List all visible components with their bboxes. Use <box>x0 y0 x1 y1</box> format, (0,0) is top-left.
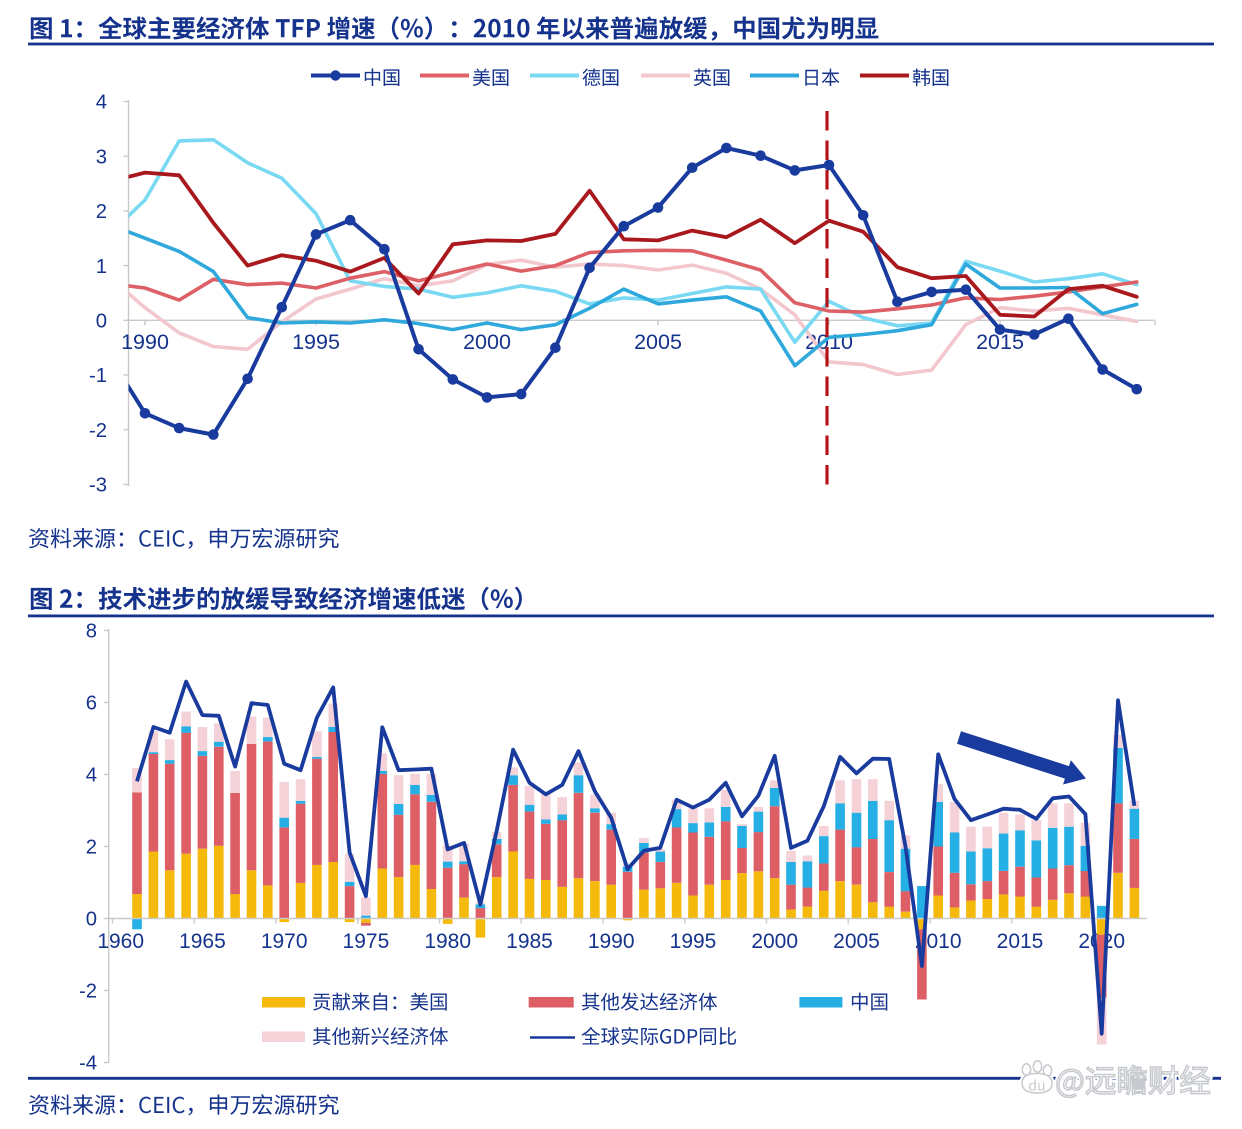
svg-text:1960: 1960 <box>97 930 144 953</box>
svg-text:-1: -1 <box>89 365 107 387</box>
svg-text:-2: -2 <box>89 420 107 442</box>
svg-text:1: 1 <box>96 256 107 278</box>
svg-text:8: 8 <box>86 621 97 643</box>
svg-text:1970: 1970 <box>261 930 308 953</box>
svg-text:4: 4 <box>86 765 97 787</box>
svg-text:1965: 1965 <box>179 930 226 953</box>
svg-text:-4: -4 <box>79 1053 97 1075</box>
svg-text:1980: 1980 <box>424 930 471 953</box>
svg-text:1990: 1990 <box>121 330 169 354</box>
svg-text:1985: 1985 <box>506 930 553 953</box>
svg-text:-3: -3 <box>89 475 107 497</box>
svg-text:1995: 1995 <box>670 930 717 953</box>
svg-text:2: 2 <box>86 837 97 859</box>
svg-text:6: 6 <box>86 693 97 715</box>
svg-text:2005: 2005 <box>634 330 682 354</box>
svg-text:0: 0 <box>86 909 97 931</box>
svg-text:-2: -2 <box>79 981 97 1003</box>
svg-text:1975: 1975 <box>343 930 390 953</box>
svg-text:1995: 1995 <box>292 330 340 354</box>
svg-text:2015: 2015 <box>997 930 1044 953</box>
svg-text:1990: 1990 <box>588 930 635 953</box>
svg-text:2000: 2000 <box>751 930 798 953</box>
svg-text:3: 3 <box>96 146 107 168</box>
svg-text:2000: 2000 <box>463 330 511 354</box>
svg-text:2005: 2005 <box>833 930 880 953</box>
svg-text:2: 2 <box>96 201 107 223</box>
svg-text:0: 0 <box>96 311 107 333</box>
svg-text:4: 4 <box>96 92 107 114</box>
